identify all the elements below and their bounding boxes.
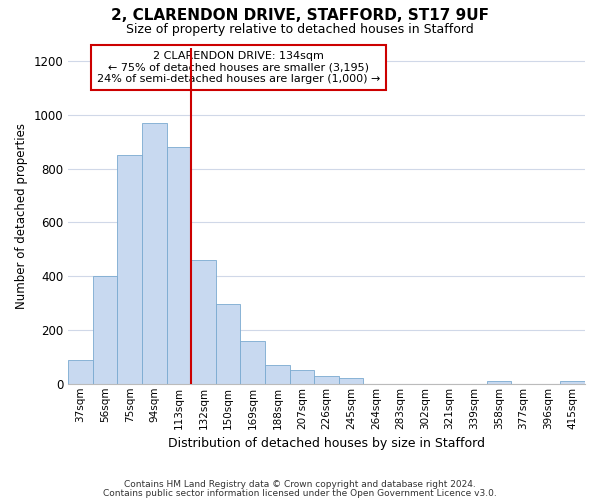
Bar bbox=[167, 147, 191, 384]
Text: Size of property relative to detached houses in Stafford: Size of property relative to detached ho… bbox=[126, 22, 474, 36]
Bar bbox=[560, 381, 585, 384]
Bar bbox=[487, 381, 511, 384]
Bar bbox=[142, 123, 167, 384]
Bar bbox=[93, 276, 118, 384]
Text: 2 CLARENDON DRIVE: 134sqm
← 75% of detached houses are smaller (3,195)
24% of se: 2 CLARENDON DRIVE: 134sqm ← 75% of detac… bbox=[97, 51, 380, 84]
Bar bbox=[216, 304, 241, 384]
Bar bbox=[68, 360, 93, 384]
Bar bbox=[290, 370, 314, 384]
Bar bbox=[118, 155, 142, 384]
Bar bbox=[314, 376, 339, 384]
Bar bbox=[265, 365, 290, 384]
Text: 2, CLARENDON DRIVE, STAFFORD, ST17 9UF: 2, CLARENDON DRIVE, STAFFORD, ST17 9UF bbox=[111, 8, 489, 22]
Bar bbox=[191, 260, 216, 384]
Text: Contains public sector information licensed under the Open Government Licence v3: Contains public sector information licen… bbox=[103, 489, 497, 498]
X-axis label: Distribution of detached houses by size in Stafford: Distribution of detached houses by size … bbox=[168, 437, 485, 450]
Text: Contains HM Land Registry data © Crown copyright and database right 2024.: Contains HM Land Registry data © Crown c… bbox=[124, 480, 476, 489]
Bar bbox=[241, 340, 265, 384]
Bar bbox=[339, 378, 364, 384]
Y-axis label: Number of detached properties: Number of detached properties bbox=[15, 122, 28, 308]
